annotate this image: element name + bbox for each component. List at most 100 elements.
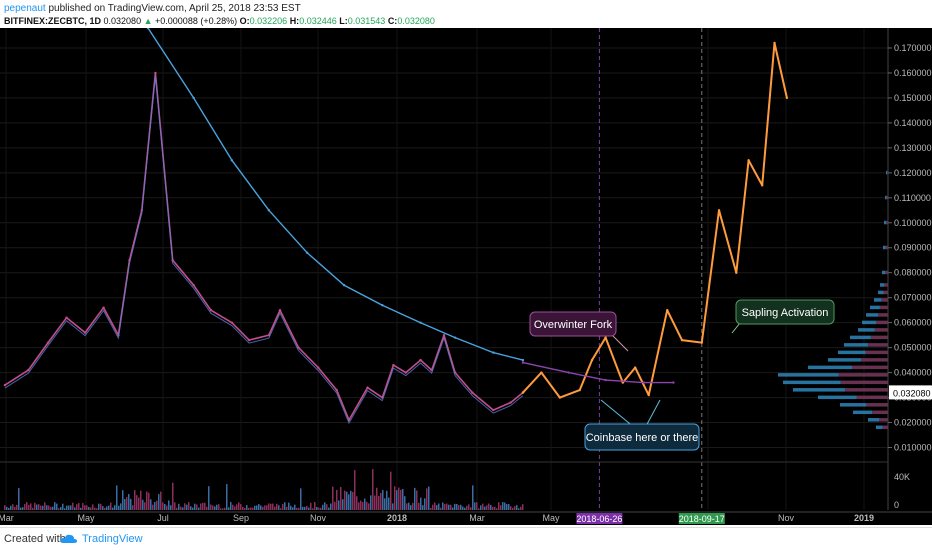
profile-bar-down-20 [885,270,888,275]
volume-bar [440,507,442,510]
volume-bar [274,506,276,510]
price-projection-point [735,271,738,274]
volume-bar [278,505,280,510]
volume-bar [446,503,448,510]
price-chart[interactable]: Overwinter Fork Sapling Activation Coinb… [0,28,932,525]
volume-bar [30,503,32,510]
price-projection-point [558,396,562,399]
volume-bar [186,504,188,510]
volume-bar [350,490,352,510]
chart-canvas[interactable]: Overwinter Fork Sapling Activation Coinb… [0,28,932,525]
volume-bar [104,507,106,510]
x-tick-label-2: Jul [157,513,169,523]
volume-bar [490,504,492,510]
volume-bar [300,488,302,510]
volume-bar [74,507,76,510]
volume-bar [134,490,136,510]
volume-bar [504,502,506,510]
volume-bar [378,495,380,510]
volume-bar [306,505,308,510]
volume-bar [262,506,264,510]
overwinter-pointer [611,334,629,352]
volume-bar [322,504,324,510]
profile-bar-up-3 [840,403,867,407]
volume-bar [312,508,314,510]
volume-bar [78,503,80,510]
volume-bar [164,503,166,510]
volume-bar [260,505,262,510]
tradingview-link[interactable]: TradingView [82,533,143,545]
volume-bar [270,503,272,510]
volume-bar [386,490,388,510]
volume-bar [320,507,322,510]
volume-bar [52,506,54,510]
volume-bar [410,505,412,510]
volume-bar [114,505,116,510]
price-history-point [230,321,234,324]
volume-bar [234,506,236,510]
ohlc-line: BITFINEX:ZECBTC, 1D 0.032080 ▲ +0.000088… [4,16,435,26]
volume-bar [468,504,470,510]
last-price-tag-label: 0.032080 [893,388,931,398]
volume-bar [152,504,154,510]
date-marker-label-0: 2018-06-26 [576,514,622,524]
profile-bar-up-18 [878,290,884,295]
volume-bar [356,496,358,510]
price-projection-point [590,358,594,362]
volume-bar [250,507,252,510]
volume-bar [436,505,438,510]
moving-average-point [342,284,346,287]
profile-bar-up-22 [884,220,887,225]
x-tick-label-10: 2019 [854,513,874,523]
moving-average-point [230,159,234,162]
volume-bar [176,507,178,510]
volume-bar [22,507,24,510]
volume-bar [304,506,306,510]
overwinter-label: Overwinter Fork [534,319,613,331]
volume-bar [358,502,360,510]
volume-bar [84,505,86,510]
volume-bar [406,503,408,510]
volume-bar [328,507,330,510]
volume-bar [438,503,440,510]
profile-bar-up-15 [866,313,879,317]
y-tick-label-0: 0.170000 [894,43,932,53]
profile-bar-up-20 [882,270,886,275]
last-price-tag [889,385,932,400]
volume-bar [158,494,160,510]
volume-bar [144,502,146,510]
volume-bar [276,503,278,510]
volume-bar [130,498,132,510]
volume-bar [510,506,512,510]
profile-bar-up-21 [883,245,886,250]
volume-bar [174,502,176,510]
moving-average-projection-point [604,378,607,382]
profile-bar-up-8 [808,365,852,370]
y-tick-label-12: 0.050000 [894,343,932,353]
volume-bar [228,507,230,510]
profile-bar-down-18 [883,290,888,295]
volume-bar [508,504,510,510]
volume-bar [238,502,240,510]
author-link[interactable]: pepenaut [4,3,46,14]
volume-bar [400,489,402,510]
volume-bar [138,497,140,510]
volume-bar [344,490,346,510]
volume-bar [428,486,430,510]
volume-bar [394,486,396,510]
volume-bar [382,490,384,510]
volume-bar [516,505,518,510]
footer: Created with TradingView [0,527,932,551]
volume-bar [286,506,288,510]
volume-bar [352,492,354,510]
moving-average-point [192,96,195,100]
annotations-layer: Overwinter Fork Sapling Activation Coinb… [529,299,835,451]
volume-bar [44,502,46,510]
date-marker-label-1: 2018-09-17 [679,514,725,524]
price-history-point [366,386,369,389]
last-price: 0.032080 [103,16,142,26]
coinbase-label: Coinbase here or there [586,432,699,444]
volume-bar [28,504,30,510]
volume-bar [116,485,118,510]
moving-average-point [305,251,309,254]
